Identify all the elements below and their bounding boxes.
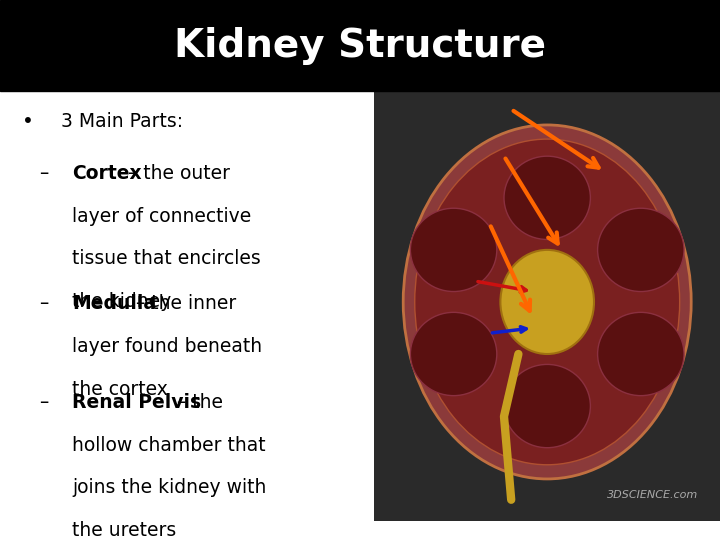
Text: tissue that encircles: tissue that encircles (72, 249, 261, 268)
Text: Renal Pelvis: Renal Pelvis (72, 393, 201, 412)
Text: layer found beneath: layer found beneath (72, 337, 262, 356)
Ellipse shape (410, 312, 497, 396)
Text: the ureters: the ureters (72, 521, 176, 540)
Text: 3 Main Parts:: 3 Main Parts: (61, 112, 184, 131)
Ellipse shape (415, 139, 680, 465)
Text: – the: – the (171, 393, 223, 412)
Ellipse shape (504, 364, 590, 448)
Text: – the inner: – the inner (130, 294, 236, 313)
Text: – the outer: – the outer (122, 164, 230, 183)
Ellipse shape (410, 208, 497, 292)
Text: the cortex: the cortex (72, 380, 168, 399)
Text: Cortex: Cortex (72, 164, 142, 183)
Text: –: – (40, 164, 49, 183)
Ellipse shape (504, 156, 590, 239)
Text: –: – (40, 294, 49, 313)
Text: Kidney Structure: Kidney Structure (174, 26, 546, 65)
Text: hollow chamber that: hollow chamber that (72, 436, 266, 455)
FancyBboxPatch shape (0, 0, 720, 91)
Text: layer of connective: layer of connective (72, 207, 251, 226)
Ellipse shape (598, 208, 684, 292)
Text: Medulla: Medulla (72, 294, 156, 313)
Text: 3DSCIENCE.com: 3DSCIENCE.com (607, 490, 698, 500)
Text: the kidney: the kidney (72, 292, 171, 311)
Ellipse shape (598, 312, 684, 396)
Text: –: – (40, 393, 49, 412)
FancyBboxPatch shape (374, 91, 720, 521)
Ellipse shape (500, 250, 594, 354)
Text: joins the kidney with: joins the kidney with (72, 478, 266, 497)
Ellipse shape (403, 125, 691, 479)
Text: •: • (22, 112, 33, 131)
